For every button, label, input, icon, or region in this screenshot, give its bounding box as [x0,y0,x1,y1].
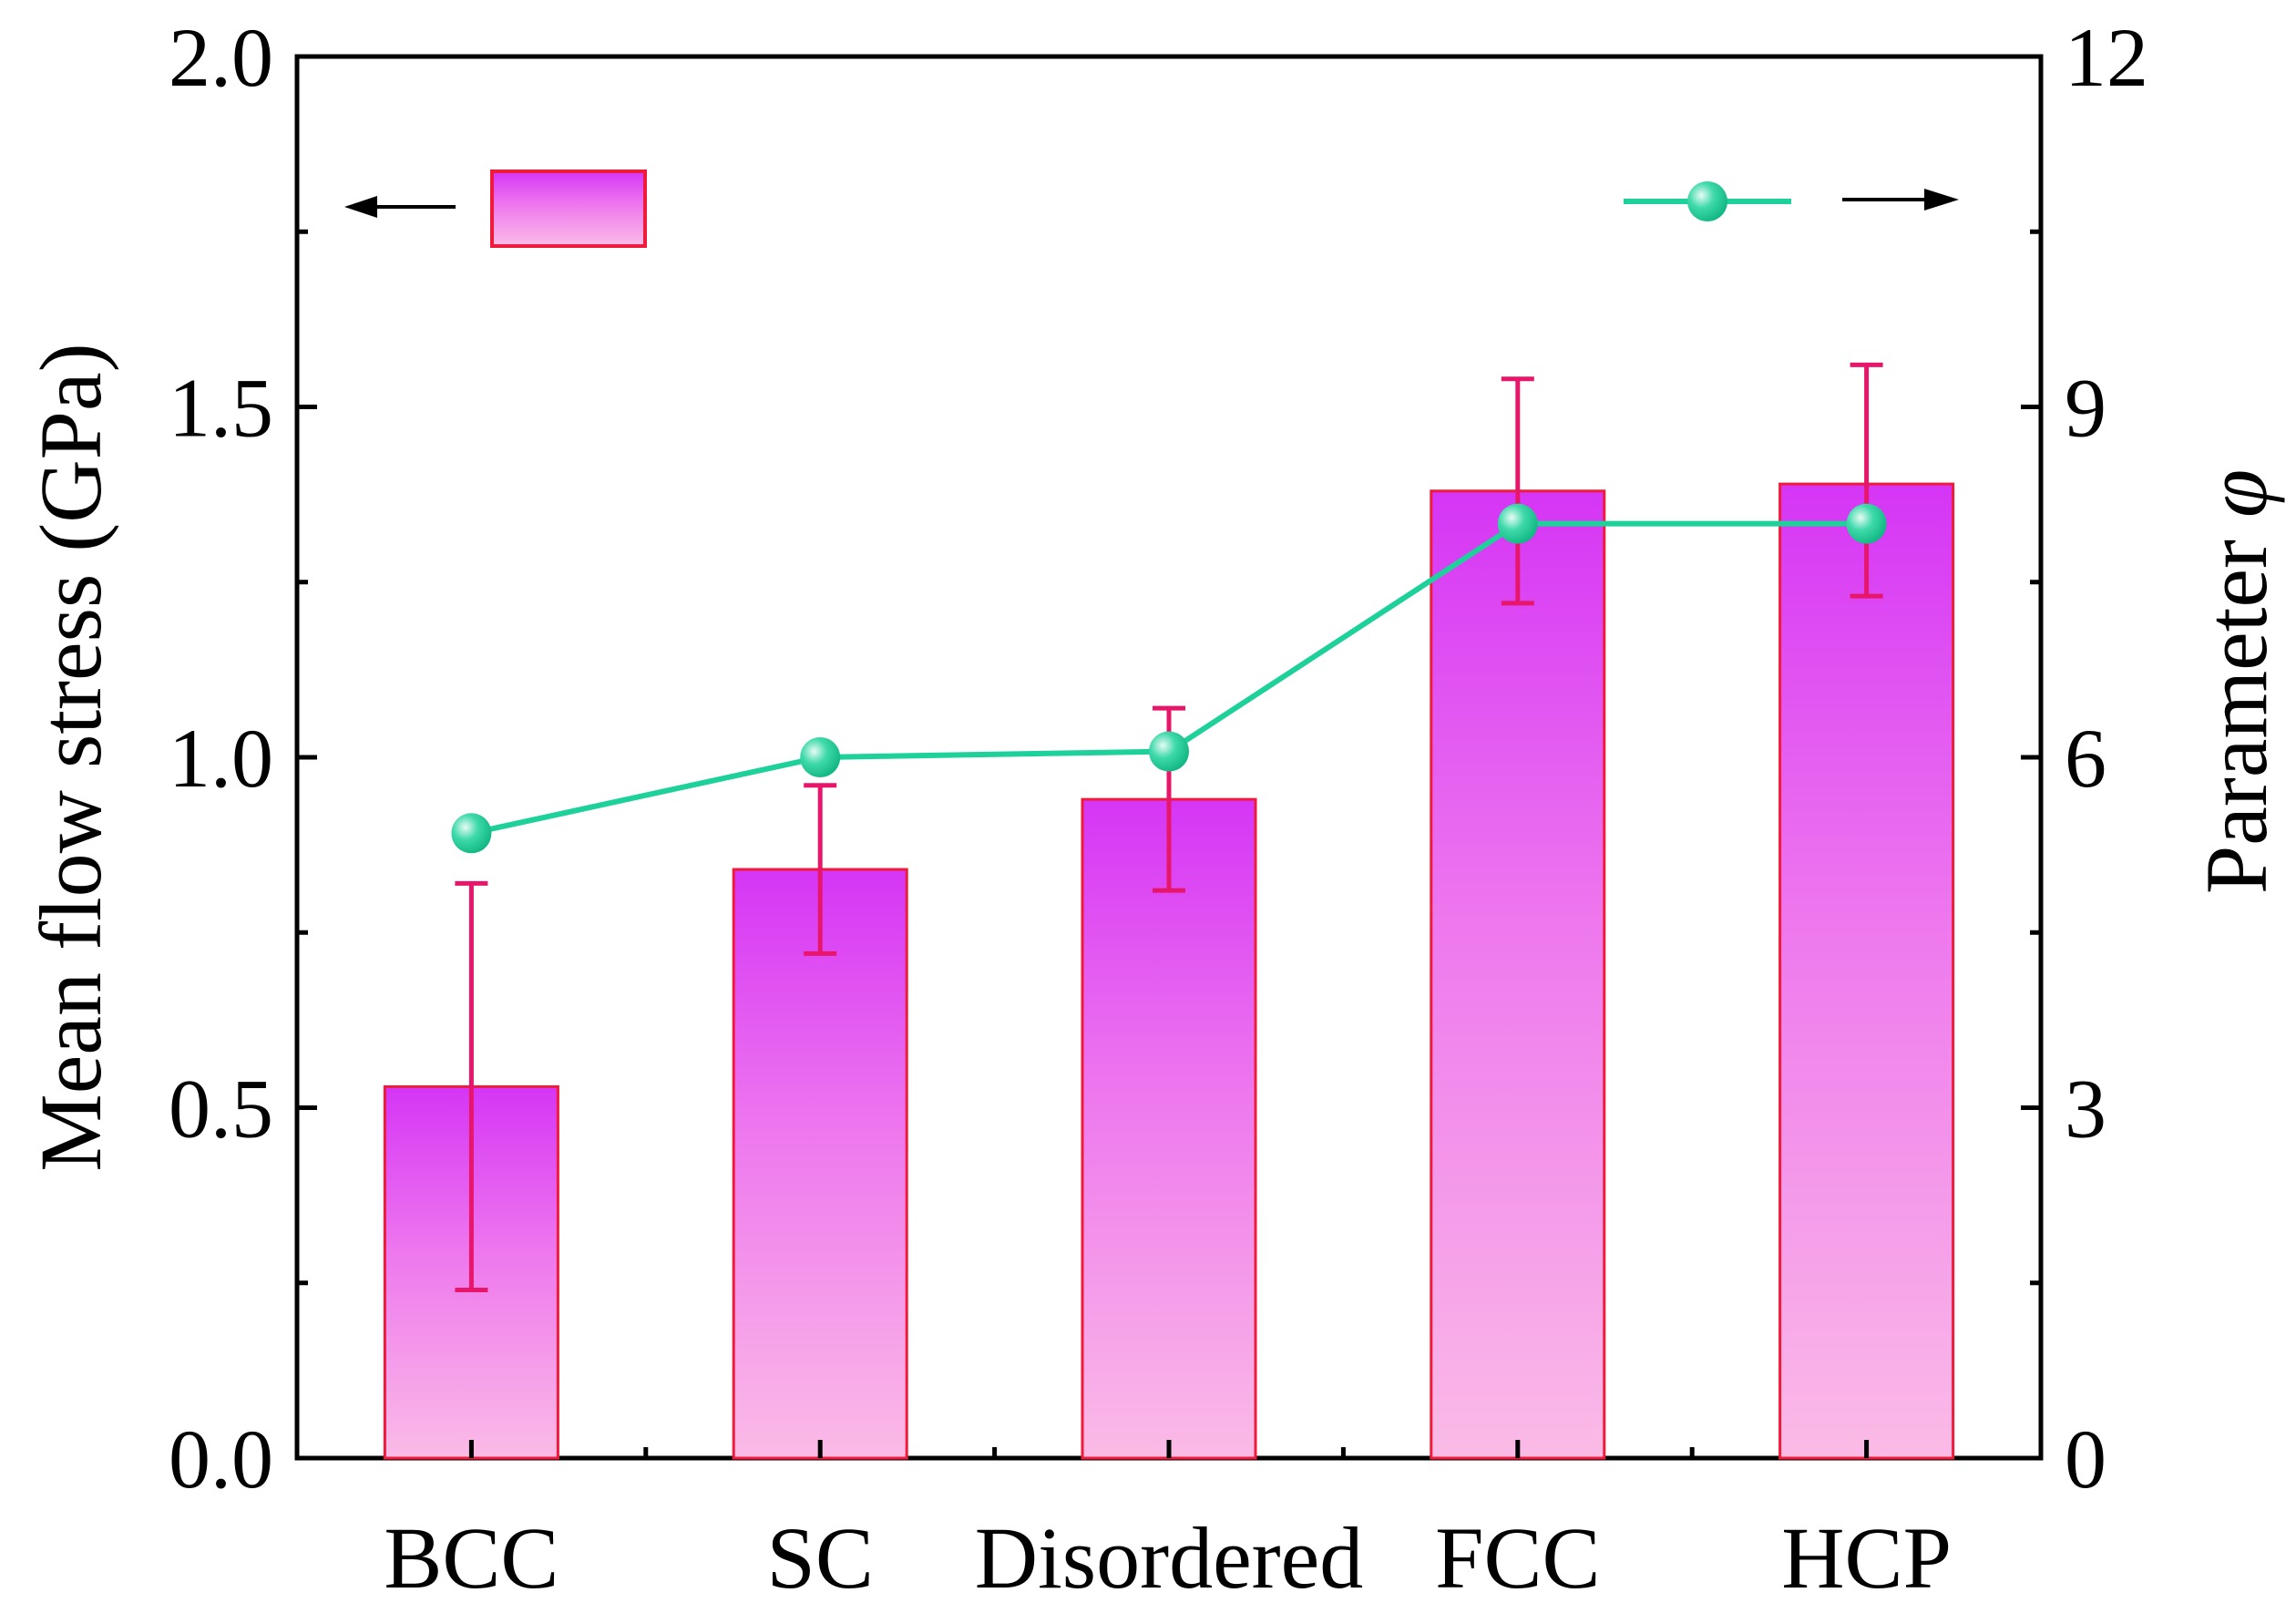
category-label-fcc: FCC [1435,1509,1600,1603]
left-tick-label: 1.0 [169,712,273,805]
right-tick-label: 6 [2065,712,2106,805]
left-axis-title: Mean flow stress (GPa) [22,343,119,1171]
bar-disordered [1081,797,1257,1460]
bar-fcc [1430,489,1606,1460]
legend-right-arrowhead [1924,189,1959,211]
bar-sc [732,868,908,1460]
right-tick-label: 3 [2065,1063,2106,1156]
right-axis-title: Parameter φ [2188,469,2285,894]
right-tick-label: 9 [2065,362,2106,455]
bar-series [383,482,1955,1460]
category-labels: BCC SC Disordered FCC HCP [384,1509,1952,1603]
legend-left-arrowhead [344,196,377,218]
left-tick-label: 1.5 [169,362,273,455]
left-tick-label: 0.0 [169,1413,273,1505]
right-axis-title-symbol: φ [2188,469,2285,518]
category-label-sc: SC [766,1509,873,1603]
left-tick-label: 0.5 [169,1063,273,1156]
left-tick-label: 2.0 [169,11,273,104]
line-series [451,503,1887,854]
right-tick-labels: 0 3 6 9 12 [2065,11,2148,1505]
right-tick-label: 0 [2065,1413,2106,1505]
line-point-fcc [1497,503,1538,544]
category-label-hcp: HCP [1781,1509,1952,1603]
legend-bar [344,170,647,248]
legend-line [1624,181,1959,221]
category-label-bcc: BCC [384,1509,559,1603]
line-point-hcp [1846,503,1887,544]
line-point-bcc [451,813,492,854]
legend-bar-swatch [490,170,647,248]
left-tick-labels: 0.0 0.5 1.0 1.5 2.0 [169,11,273,1505]
right-tick-label: 12 [2065,11,2148,104]
line-point-sc [800,737,841,777]
legend-line-marker [1687,181,1727,221]
right-axis-title-text: Parameter [2188,518,2285,894]
line-point-disordered [1149,731,1189,772]
category-label-disordered: Disordered [975,1509,1364,1603]
bar-hcp [1778,482,1955,1460]
axis-ticks [297,54,2041,1461]
